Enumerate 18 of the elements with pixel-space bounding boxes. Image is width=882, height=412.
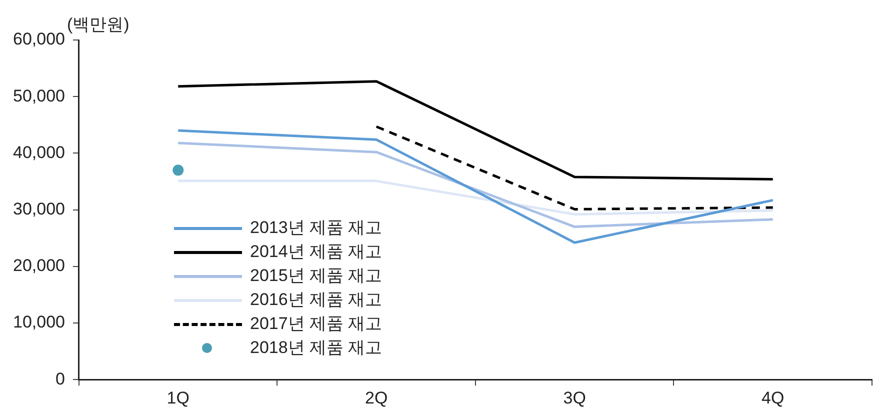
legend-label: 2017년 제품 재고 bbox=[250, 313, 382, 336]
y-tick-label: 10,000 bbox=[12, 312, 65, 332]
y-tick-label: 40,000 bbox=[12, 142, 65, 162]
x-tick-label: 4Q bbox=[762, 388, 784, 408]
legend-label: 2015년 제품 재고 bbox=[250, 265, 382, 288]
y-axis-title: (백만원) bbox=[66, 15, 130, 34]
y-tick-label: 50,000 bbox=[12, 86, 65, 106]
legend-label: 2013년 제품 재고 bbox=[250, 217, 382, 240]
y-tick-label: 30,000 bbox=[12, 199, 65, 218]
y-tick-label: 20,000 bbox=[12, 256, 65, 276]
legend-label: 2014년 제품 재고 bbox=[250, 241, 382, 264]
x-tick-label: 1Q bbox=[166, 388, 190, 408]
y-tick-label: 60,000 bbox=[12, 30, 65, 49]
legend-label: 2018년 제품 재고 bbox=[250, 337, 382, 360]
x-tick-label: 2Q bbox=[365, 388, 388, 408]
legend-label: 2016년 제품 재고 bbox=[250, 289, 382, 312]
y-tick-label: 0 bbox=[56, 369, 65, 388]
x-tick-label: 3Q bbox=[563, 388, 586, 408]
